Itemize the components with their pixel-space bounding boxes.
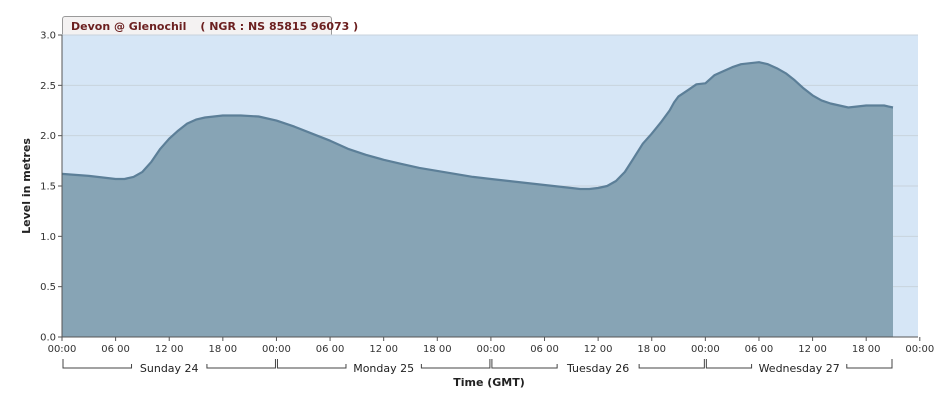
x-tick-label: 12 00 xyxy=(798,344,827,355)
x-tick-label: 18 00 xyxy=(209,344,238,355)
x-tick-label: 00:00 xyxy=(476,344,505,355)
day-bracket xyxy=(705,359,893,369)
day-bracket xyxy=(491,359,705,369)
day-bracket xyxy=(62,359,276,369)
y-axis-title: Level in metres xyxy=(20,138,33,234)
y-tick-label: 2.5 xyxy=(40,81,56,92)
y-ticks: 0.0 0.5 1.0 1.5 2.0 2.5 3.0 xyxy=(40,31,62,344)
day-label: Tuesday 26 xyxy=(566,362,629,375)
x-tick-label: 18 00 xyxy=(852,344,881,355)
y-tick-label: 3.0 xyxy=(40,31,56,42)
y-tick-label: 0.5 xyxy=(40,282,56,293)
x-tick-label: 18 00 xyxy=(637,344,666,355)
x-tick-label: 06 00 xyxy=(530,344,559,355)
x-tick-label: 12 00 xyxy=(584,344,613,355)
x-tick-label: 12 00 xyxy=(369,344,398,355)
y-tick-label: 0.0 xyxy=(40,333,56,344)
x-tick-label: 00:00 xyxy=(905,344,934,355)
y-tick-label: 1.5 xyxy=(40,182,56,193)
level-area xyxy=(62,62,893,337)
x-tick-label: 00:00 xyxy=(262,344,291,355)
station-tab[interactable]: Devon @ Glenochil ( NGR : NS 85815 96073 … xyxy=(62,16,358,35)
x-ticks: 00:00 06 00 12 00 18 00 00:00 06 00 12 00 18 00… xyxy=(48,337,934,355)
y-tick-label: 1.0 xyxy=(40,232,56,243)
day-label: Wednesday 27 xyxy=(759,362,840,375)
x-axis-title: Time (GMT) xyxy=(453,376,525,389)
level-line xyxy=(61,61,894,191)
x-tick-label: 12 00 xyxy=(155,344,184,355)
day-label: Monday 25 xyxy=(353,362,414,375)
x-tick-label: 18 00 xyxy=(423,344,452,355)
x-tick-label: 00:00 xyxy=(691,344,720,355)
y-tick-label: 2.0 xyxy=(40,131,56,142)
day-label: Sunday 24 xyxy=(140,362,199,375)
x-tick-label: 06 00 xyxy=(101,344,130,355)
x-tick-label: 06 00 xyxy=(316,344,345,355)
x-tick-label: 00:00 xyxy=(48,344,77,355)
station-ngr: ( NGR : NS 85815 96073 ) xyxy=(200,20,359,33)
day-bracket xyxy=(276,359,491,369)
station-name: Devon @ Glenochil xyxy=(71,20,187,33)
x-tick-label: 06 00 xyxy=(745,344,774,355)
day-brackets: Sunday 24 Monday 25 Tuesday 26 Wednesday 27 xyxy=(62,359,893,375)
